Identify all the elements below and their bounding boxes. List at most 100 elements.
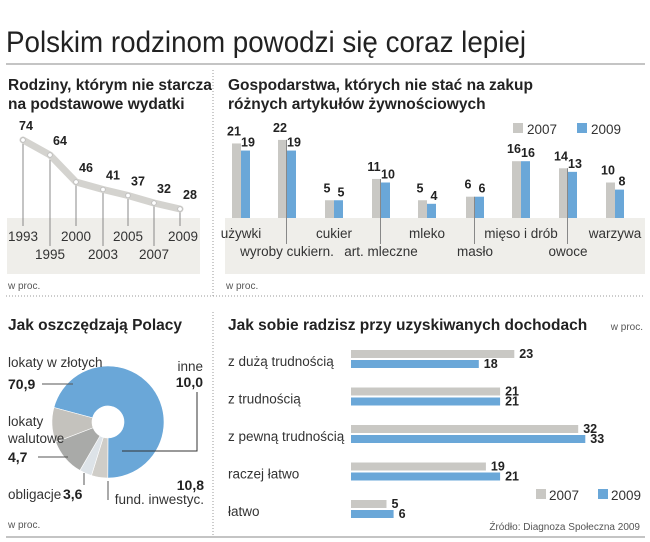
slice-label: lokaty w złotych xyxy=(8,355,103,370)
data-label: 5 xyxy=(392,497,399,511)
slice-label: fund. inwestyc. xyxy=(115,492,204,507)
x-tick-label: 2000 xyxy=(61,229,91,244)
slice-value: 10,0 xyxy=(176,374,203,390)
data-label: 6 xyxy=(479,182,486,196)
data-label: 5 xyxy=(324,181,331,195)
series-line xyxy=(19,136,184,213)
data-label: 14 xyxy=(554,149,568,163)
bar-2009 xyxy=(351,397,501,406)
bar-2007 xyxy=(418,200,427,218)
pie-slice xyxy=(51,407,94,443)
y-tick-label: łatwo xyxy=(228,504,260,519)
slice-value: 4,7 xyxy=(8,449,28,465)
x-tick-label: masło xyxy=(457,244,493,259)
bar-2009 xyxy=(287,150,296,218)
data-point xyxy=(47,152,53,158)
data-label: 6 xyxy=(399,507,406,521)
data-label: 19 xyxy=(491,460,505,474)
data-label: 4 xyxy=(431,189,438,203)
bar-2009 xyxy=(475,196,484,218)
unit-note: w proc. xyxy=(7,281,40,292)
bar-2007 xyxy=(351,500,387,508)
y-tick-label: z pewną trudnością xyxy=(228,429,345,444)
data-label: 6 xyxy=(465,178,472,192)
data-label: 22 xyxy=(273,121,287,135)
slice-label-line: lokaty xyxy=(8,414,44,429)
data-label: 74 xyxy=(19,119,33,133)
bar-2007 xyxy=(325,200,334,218)
data-label: 16 xyxy=(521,146,535,160)
data-label: 21 xyxy=(505,385,519,399)
x-tick-label: art. mleczne xyxy=(344,244,418,259)
chart-title: Rodziny, którym nie starcza xyxy=(8,77,212,94)
data-label: 8 xyxy=(619,175,626,189)
x-tick-label: 1993 xyxy=(8,229,38,244)
data-label: 21 xyxy=(227,124,241,138)
x-tick-label: 2003 xyxy=(88,247,118,262)
bar-2009 xyxy=(351,510,394,518)
bar-2009 xyxy=(427,203,436,218)
bar-2007 xyxy=(559,168,568,218)
data-label: 32 xyxy=(157,182,171,196)
data-label: 23 xyxy=(519,347,533,361)
axis-band xyxy=(225,218,645,274)
legend-swatch-2009 xyxy=(577,123,587,133)
x-tick-label: 2005 xyxy=(113,229,143,244)
bar-2007 xyxy=(512,161,521,218)
pie-chart-oszczednosci: Jak oszczędzają Polacy lokaty w złotych 70… xyxy=(7,317,204,531)
data-label: 21 xyxy=(505,470,519,484)
pie-slice xyxy=(53,365,165,479)
bar-2007 xyxy=(466,196,475,218)
data-label: 37 xyxy=(131,175,145,189)
data-label: 5 xyxy=(417,181,424,195)
y-tick-label: z trudnością xyxy=(228,392,301,407)
slice-value: 70,9 xyxy=(8,376,35,392)
data-label: 11 xyxy=(367,160,380,174)
data-label: 19 xyxy=(287,136,301,150)
leader-line xyxy=(122,392,198,452)
bar-2007 xyxy=(606,182,615,218)
data-point xyxy=(151,200,157,206)
slice-label: obligacje xyxy=(8,487,61,502)
data-point xyxy=(73,179,79,185)
data-label: 10 xyxy=(381,168,395,182)
legend-label: 2007 xyxy=(527,122,557,137)
legend-label: 2009 xyxy=(591,122,621,137)
slice-label-line: walutowe xyxy=(7,431,64,446)
bar-2007 xyxy=(372,178,381,218)
x-tick-label: warzywa xyxy=(588,226,642,241)
x-tick-label: mleko xyxy=(409,226,445,241)
source-note: Źródło: Diagnoza Społeczna 2009 xyxy=(489,520,640,533)
data-label: 28 xyxy=(183,188,197,202)
x-tick-label: wyroby cukiern. xyxy=(239,244,334,259)
legend-swatch-2007 xyxy=(536,489,546,499)
bar-2009 xyxy=(568,171,577,218)
data-label: 46 xyxy=(79,161,93,175)
data-label: 19 xyxy=(241,136,255,150)
chart-title: Jak sobie radzisz przy uzyskiwanych doch… xyxy=(228,317,587,334)
bar-2009 xyxy=(241,150,250,218)
legend-swatch-2009 xyxy=(598,489,608,499)
x-tick-label: mięso i drób xyxy=(484,226,558,241)
data-label: 18 xyxy=(484,357,498,371)
legend-swatch-2007 xyxy=(513,123,523,133)
data-label: 64 xyxy=(53,134,67,148)
y-tick-label: raczej łatwo xyxy=(228,467,299,482)
x-tick-label: cukier xyxy=(316,226,353,241)
data-point xyxy=(125,192,131,199)
data-label: 16 xyxy=(507,142,521,156)
data-label: 13 xyxy=(568,157,582,171)
data-point xyxy=(100,186,106,193)
chart-title: na podstawowe wydatki xyxy=(8,96,185,113)
x-tick-label: owoce xyxy=(548,244,587,259)
slice-label: inne xyxy=(177,359,203,374)
data-point xyxy=(20,137,26,143)
x-tick-label: 2007 xyxy=(139,247,169,262)
bar-2009 xyxy=(381,182,390,218)
hbar-chart-dochody: Jak sobie radzisz przy uzyskiwanych doch… xyxy=(228,317,643,521)
bar-2009 xyxy=(334,200,343,218)
page-title: Polskim rodzinom powodzi się coraz lepie… xyxy=(6,26,526,59)
unit-note: w proc. xyxy=(7,520,40,531)
data-label: 21 xyxy=(505,395,519,409)
bar-2007 xyxy=(232,143,241,218)
